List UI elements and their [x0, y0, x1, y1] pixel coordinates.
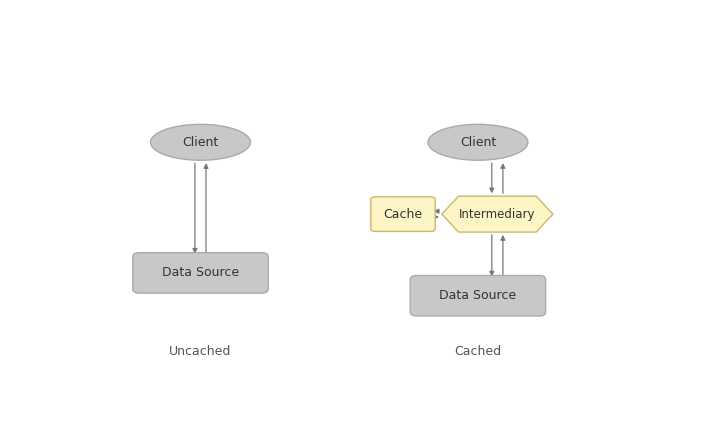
Text: Cache: Cache — [384, 208, 422, 220]
Text: Client: Client — [460, 136, 496, 149]
Text: Client: Client — [183, 136, 218, 149]
Text: Intermediary: Intermediary — [459, 208, 536, 220]
FancyBboxPatch shape — [410, 276, 546, 316]
FancyBboxPatch shape — [371, 197, 435, 232]
Text: Cached: Cached — [455, 345, 501, 358]
Ellipse shape — [150, 124, 251, 160]
Ellipse shape — [428, 124, 528, 160]
Text: Uncached: Uncached — [169, 345, 232, 358]
Polygon shape — [442, 196, 553, 232]
FancyBboxPatch shape — [132, 253, 268, 293]
Text: Data Source: Data Source — [162, 266, 239, 279]
Text: Data Source: Data Source — [440, 289, 516, 302]
